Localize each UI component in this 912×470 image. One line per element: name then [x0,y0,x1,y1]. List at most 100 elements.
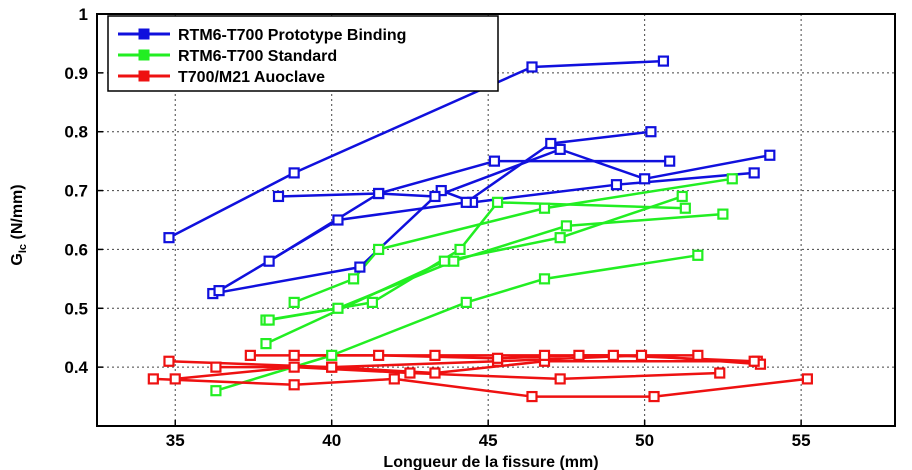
data-point-marker [460,296,472,308]
data-point-marker [260,338,272,350]
data-point-marker [263,255,275,267]
data-point-marker [448,255,460,267]
data-point-marker [645,126,657,138]
data-point-marker [545,137,557,150]
data-point-marker [538,202,551,214]
series-line-1 [168,59,664,239]
series-line-3 [278,148,771,198]
data-point-marker [438,255,450,267]
data-point-marker [526,390,538,403]
series-markers [147,55,813,403]
data-point-marker [404,367,416,379]
data-point-marker [764,149,776,161]
data-point-marker [288,361,300,373]
y-axis-title-unit: (N/mm) [9,184,26,244]
y-tick-label: 0.5 [64,299,88,318]
data-point-marker [538,273,551,285]
y-axis-title-subscript: Ic [17,244,29,253]
data-point-marker [429,349,441,361]
data-point-marker [648,390,660,403]
y-tick-label: 0.7 [64,182,88,201]
y-tick-labels: 0.4 0.5 0.6 0.7 0.8 0.9 1 [64,5,88,377]
data-point-marker [801,373,813,385]
data-point-marker [244,349,256,361]
data-point-marker [676,190,688,203]
plot-frame [96,13,896,427]
data-point-marker [326,349,338,361]
legend-entry-label: RTM6-T700 Prototype Binding [178,27,406,44]
data-point-marker [610,179,623,191]
data-point-marker [429,367,441,379]
data-point-marker [373,243,385,256]
data-point-marker [288,379,300,391]
y-tick-label: 1 [79,5,88,24]
data-point-marker [639,173,651,185]
data-point-marker [373,349,385,361]
data-point-marker [288,349,300,361]
data-point-marker [635,349,648,361]
data-point-marker [373,187,385,200]
legend-swatch-marker [138,70,150,82]
series-lines [153,59,808,398]
data-point-marker [454,243,466,256]
data-point-marker [538,349,551,361]
series-line-5 [268,159,670,263]
data-point-marker [326,361,338,373]
data-point-marker [488,155,501,167]
x-tick-label: 35 [166,431,185,450]
data-point-marker [366,296,378,308]
data-point-marker [169,373,181,385]
data-point-marker [210,361,222,373]
y-axis-title-main: G [9,253,26,265]
data-point-marker [560,220,573,232]
x-tick-label: 50 [635,431,654,450]
data-point-marker [554,373,566,385]
y-axis-title: GIc (N/mm) [9,184,29,265]
data-point-marker [272,190,285,203]
data-point-marker [554,143,566,155]
data-point-marker [491,352,504,364]
series-line-7 [265,195,683,345]
data-point-marker [332,214,344,226]
data-point-marker [288,167,300,179]
data-point-marker [554,232,566,244]
y-tick-label: 0.8 [64,123,88,142]
data-point-marker [726,173,738,185]
data-point-marker [147,373,159,385]
x-tick-label: 40 [322,431,341,450]
x-tick-label: 45 [479,431,498,450]
data-point-marker [460,196,472,208]
data-point-marker [388,373,400,385]
legend-box [107,15,499,92]
data-point-marker [354,261,366,273]
data-point-marker [717,208,729,220]
legend-swatch-marker [138,49,150,61]
data-point-marker [748,355,760,367]
x-tick-labels: 35 40 45 50 55 [166,431,811,450]
data-point-marker [429,190,441,203]
data-point-marker [210,385,222,397]
data-point-marker [692,349,704,361]
data-point-marker [526,61,538,73]
y-tick-label: 0.9 [64,64,88,83]
data-point-marker [748,167,760,179]
legend-entry-label: T700/M21 Auoclave [178,69,325,86]
data-point-marker [664,155,676,167]
data-point-marker [692,249,704,261]
data-point-marker [435,184,447,197]
x-axis-title: Longueur de la fissure (mm) [383,454,598,470]
data-point-marker [607,349,619,361]
data-point-marker [348,273,360,285]
legend-entry-label: RTM6-T700 Standard [178,48,337,65]
data-point-marker [679,202,691,214]
data-point-marker [263,314,275,326]
data-point-marker [332,302,344,314]
legend-swatch-marker [138,28,150,40]
data-point-marker [163,355,175,367]
data-point-marker [213,285,225,297]
data-point-marker [714,367,726,379]
legend: RTM6-T700 Prototype Binding RTM6-T700 Sta… [107,15,499,92]
x-tick-label: 55 [792,431,811,450]
data-point-marker [288,296,300,308]
